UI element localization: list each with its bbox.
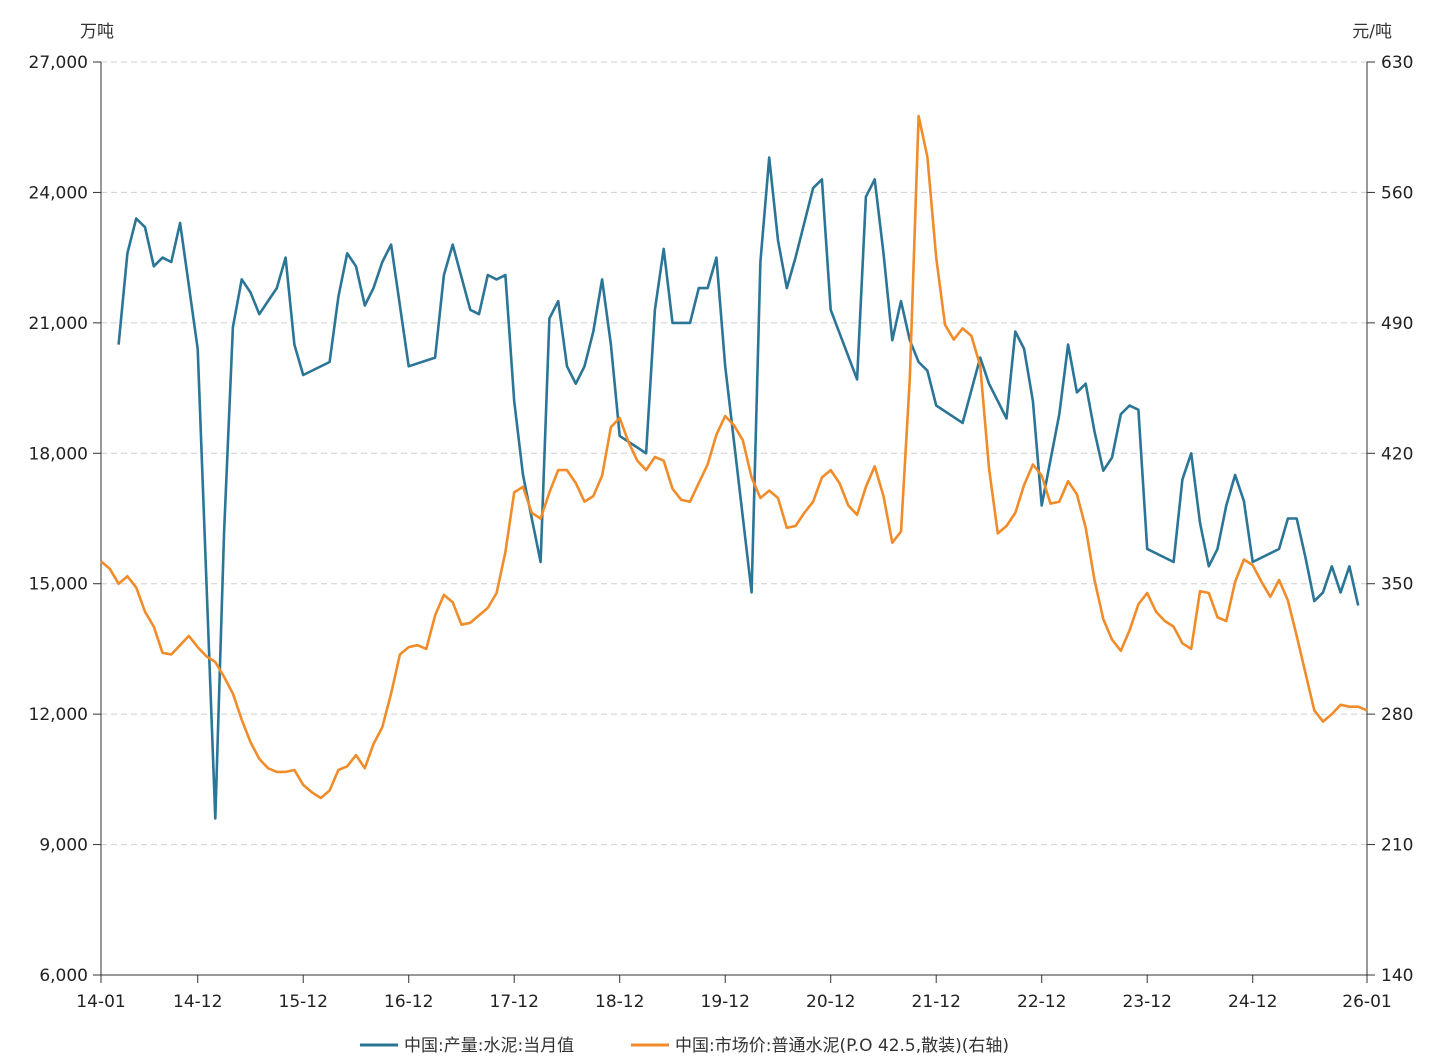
left-tick-label: 6,000 [39,966,88,986]
left-tick-label: 12,000 [29,705,88,725]
x-tick-label: 15-12 [279,992,328,1012]
x-tick-label: 14-01 [76,992,125,1012]
series-lines [100,114,1368,820]
x-tick-label: 26-01 [1342,992,1391,1012]
x-tick-label: 18-12 [595,992,644,1012]
x-tick-label: 17-12 [490,992,539,1012]
x-tick-label: 24-12 [1228,992,1277,1012]
gridlines [101,61,1367,846]
x-tick-label: 21-12 [912,992,961,1012]
right-tick-label: 210 [1381,836,1413,856]
left-tick-label: 27,000 [29,53,88,73]
left-tick-label: 9,000 [39,836,88,856]
right-tick-label: 140 [1381,966,1413,986]
left-tick-label: 15,000 [29,575,88,595]
right-tick-label: 560 [1381,183,1413,203]
x-tick-label: 14-12 [173,992,222,1012]
legend: 中国:产量:水泥:当月值 中国:市场价:普通水泥(P.O 42.5,散装)(右轴… [360,1036,1009,1056]
right-tick-label: 420 [1381,444,1413,464]
x-tick-label: 16-12 [384,992,433,1012]
x-tick-label: 23-12 [1123,992,1172,1012]
right-tick-label: 630 [1381,53,1413,73]
x-tick-label: 19-12 [701,992,750,1012]
right-axis-ticks: 140 210 280 350 420 490 560 630 [1367,53,1413,986]
series-line-production [117,156,1360,820]
left-tick-label: 21,000 [29,314,88,334]
legend-label-production: 中国:产量:水泥:当月值 [404,1036,574,1056]
left-tick-label: 24,000 [29,183,88,203]
legend-item-price[interactable]: 中国:市场价:普通水泥(P.O 42.5,散装)(右轴) [631,1036,1009,1056]
left-axis-unit: 万吨 [80,22,114,42]
left-axis-ticks: 6,000 9,000 12,000 15,000 18,000 21,000 24,000… [29,53,101,986]
right-axis-unit: 元/吨 [1352,22,1392,42]
axes [100,62,1368,976]
x-tick-label: 20-12 [806,992,855,1012]
right-tick-label: 280 [1381,705,1413,725]
left-tick-label: 18,000 [29,444,88,464]
x-tick-label: 22-12 [1017,992,1066,1012]
right-tick-label: 490 [1381,314,1413,334]
legend-item-production[interactable]: 中国:产量:水泥:当月值 [360,1036,574,1056]
right-tick-label: 350 [1381,575,1413,595]
legend-label-price: 中国:市场价:普通水泥(P.O 42.5,散装)(右轴) [675,1036,1009,1056]
x-axis-ticks: 14-01 14-12 15-12 16-12 17-12 18-12 19-12 20-12… [76,975,1392,1012]
series-line-price [100,114,1368,800]
